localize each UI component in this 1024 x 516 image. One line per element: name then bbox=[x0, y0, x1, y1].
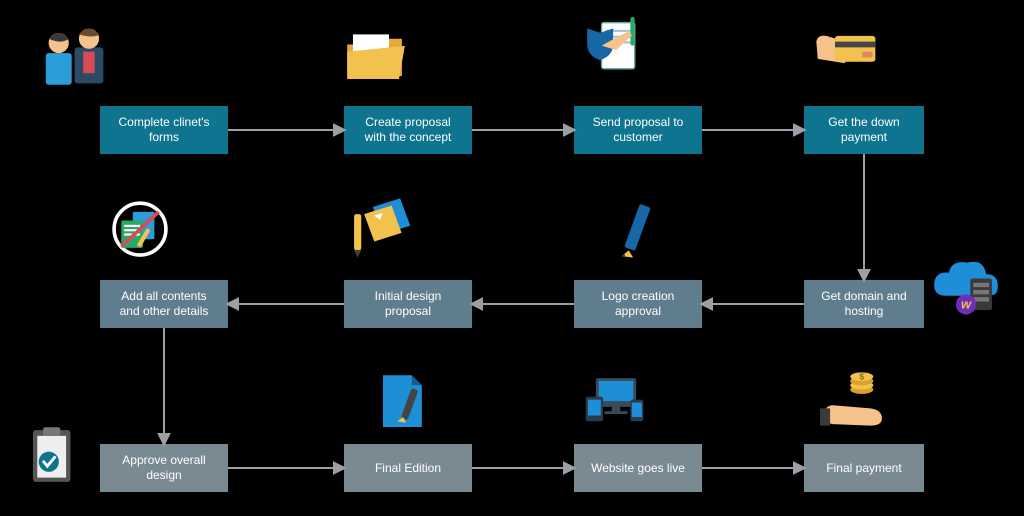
step-label: Complete clinet's forms bbox=[110, 115, 218, 145]
step-n3: Send proposal to customer bbox=[574, 106, 702, 154]
step-label: Send proposal to customer bbox=[584, 115, 692, 145]
doc-pencil-icon bbox=[370, 368, 442, 440]
doc-shield-icon bbox=[580, 14, 652, 86]
step-n5: Get domain and hosting bbox=[804, 280, 924, 328]
step-label: Get the down payment bbox=[814, 115, 914, 145]
step-label: Get domain and hosting bbox=[814, 289, 914, 319]
step-label: Initial design proposal bbox=[354, 289, 462, 319]
step-label: Final Edition bbox=[375, 461, 441, 476]
step-label: Logo creation approval bbox=[584, 289, 692, 319]
step-n10: Final Edition bbox=[344, 444, 472, 492]
coins-hand-icon: $ bbox=[820, 368, 892, 440]
svg-text:w: w bbox=[961, 297, 972, 312]
step-label: Approve overall design bbox=[110, 453, 218, 483]
step-n8: Add all contents and other details bbox=[100, 280, 228, 328]
step-n12: Final payment bbox=[804, 444, 924, 492]
folder-icon bbox=[340, 20, 412, 92]
step-label: Website goes live bbox=[591, 461, 685, 476]
cloud-server-icon: w bbox=[930, 254, 1002, 326]
step-n6: Logo creation approval bbox=[574, 280, 702, 328]
devices-icon bbox=[580, 368, 652, 440]
step-label: Create proposal with the concept bbox=[354, 115, 462, 145]
svg-text:$: $ bbox=[859, 372, 864, 382]
iso-docs-icon bbox=[344, 194, 416, 266]
step-n7: Initial design proposal bbox=[344, 280, 472, 328]
card-hand-icon bbox=[812, 20, 884, 92]
note-circle-icon bbox=[104, 196, 176, 268]
step-label: Final payment bbox=[826, 461, 901, 476]
step-label: Add all contents and other details bbox=[110, 289, 218, 319]
step-n11: Website goes live bbox=[574, 444, 702, 492]
step-n4: Get the down payment bbox=[804, 106, 924, 154]
people-icon bbox=[40, 20, 112, 92]
step-n1: Complete clinet's forms bbox=[100, 106, 228, 154]
step-n9: Approve overall design bbox=[100, 444, 228, 492]
flowchart-canvas: Complete clinet's forms Create proposal … bbox=[0, 0, 1024, 516]
step-n2: Create proposal with the concept bbox=[344, 106, 472, 154]
clipboard-icon bbox=[20, 420, 92, 492]
pencil-big-icon bbox=[600, 200, 672, 272]
